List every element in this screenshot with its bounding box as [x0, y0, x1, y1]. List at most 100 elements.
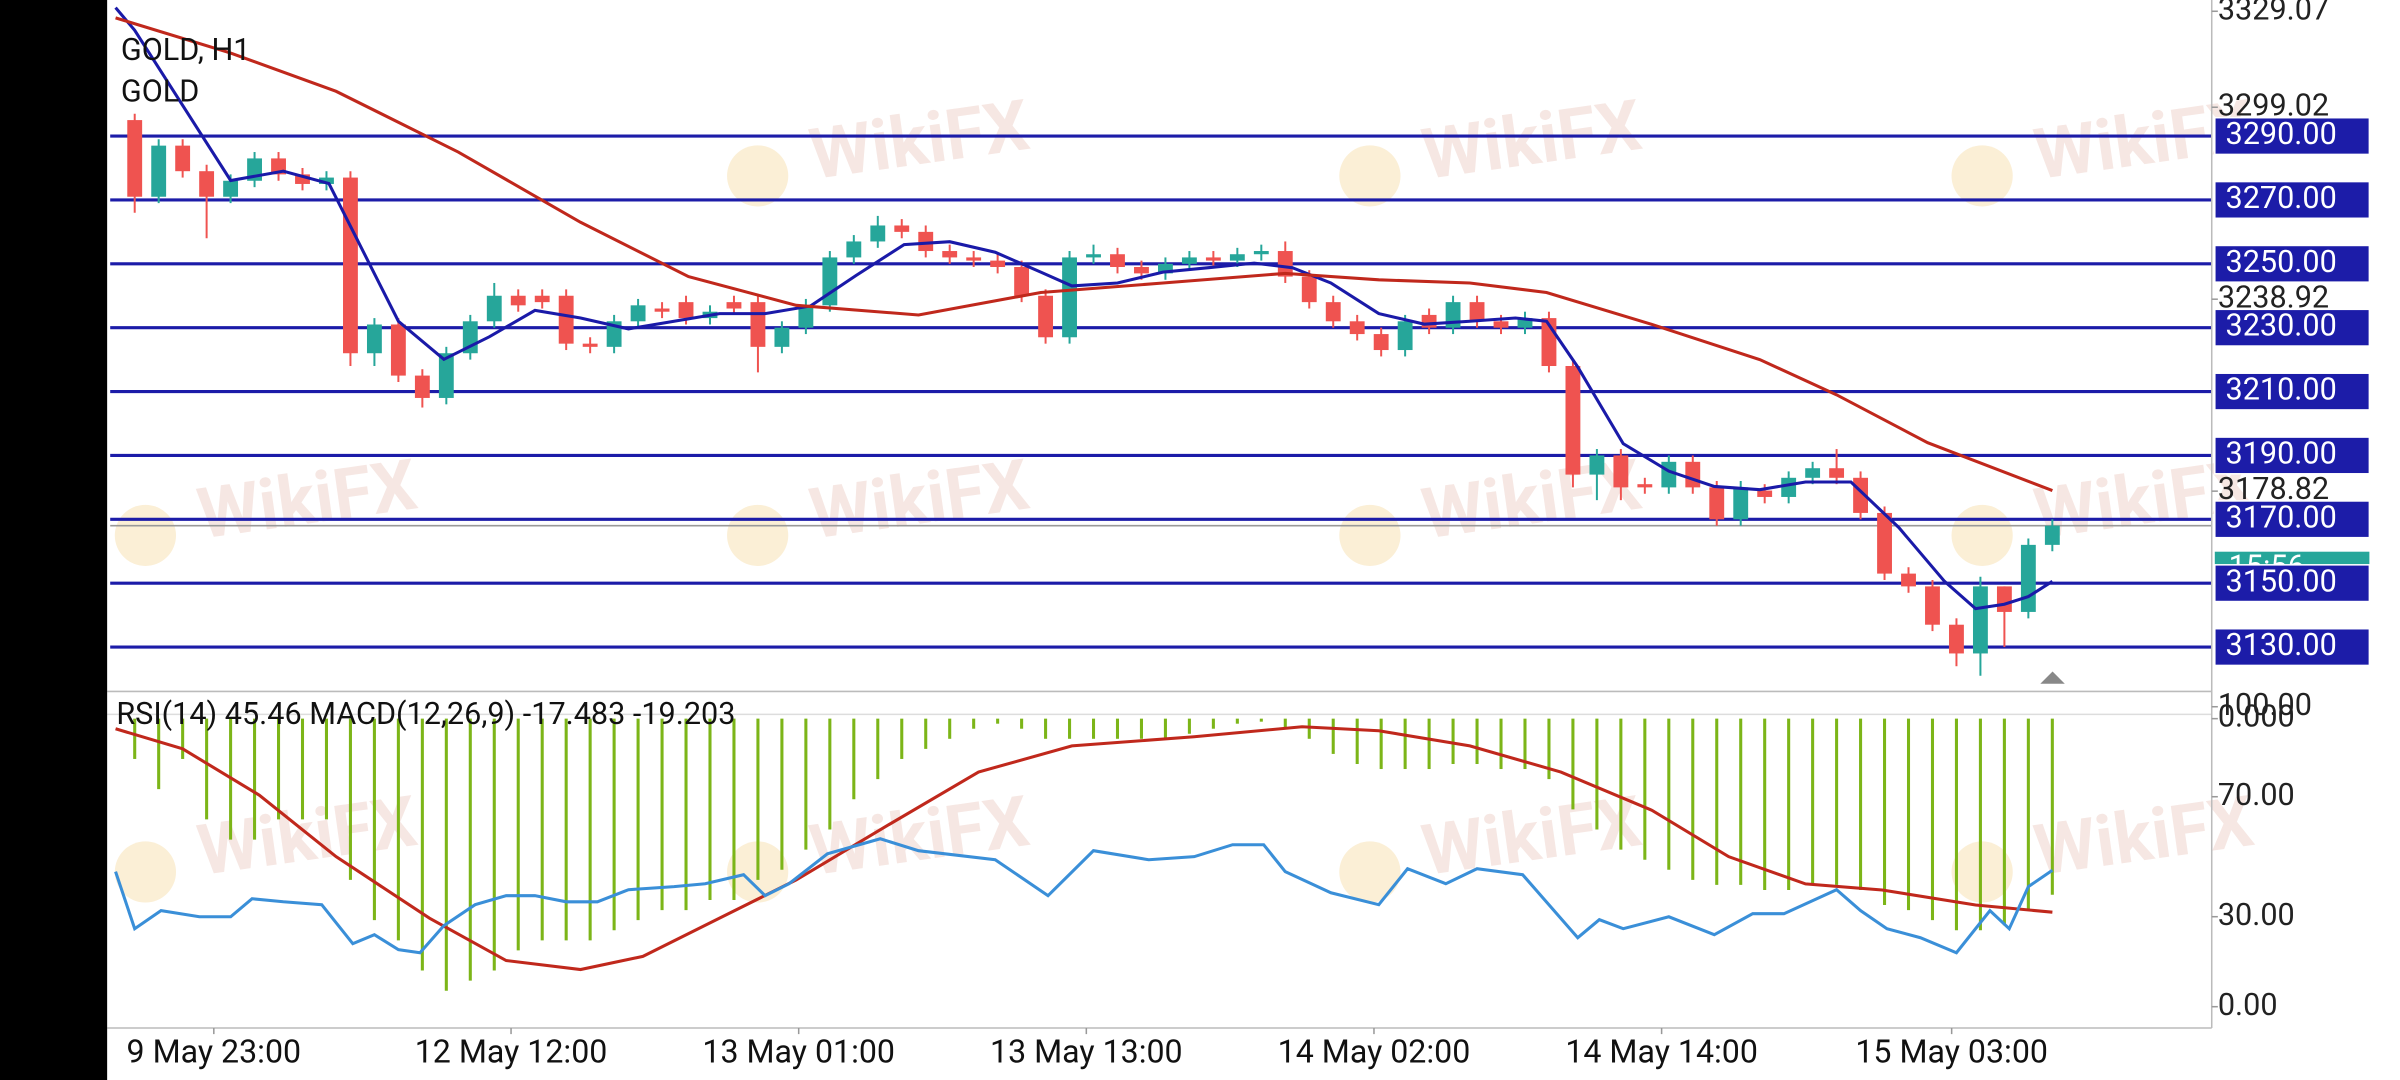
level-label: 3270.00 [2226, 181, 2337, 216]
candle-body [1086, 254, 1101, 258]
level-box [2214, 564, 2371, 603]
candle-body [1181, 257, 1197, 264]
level-box [2214, 436, 2371, 475]
rsi-line [114, 837, 2054, 955]
candle-body [1277, 251, 1293, 277]
rsi-tick-label: 100.00 [2218, 688, 2312, 723]
candle-body [726, 302, 742, 309]
candle-body [1301, 276, 1317, 303]
candle-body [343, 177, 358, 354]
moving-average [115, 16, 2053, 493]
candle-body [295, 174, 310, 184]
watermark-logo [1951, 841, 2013, 903]
x-tick-label: 13 May 13:00 [990, 1032, 1183, 1070]
candle-body [558, 295, 574, 344]
rsi-tick-label: 70.00 [2218, 778, 2295, 813]
candle-body [1253, 251, 1269, 255]
watermark-logo [1339, 841, 1401, 903]
level-label: 3290.00 [2226, 117, 2337, 152]
candle-body [127, 120, 143, 197]
candle-body [414, 375, 430, 398]
candle-body [1469, 302, 1485, 322]
level-label: 3150.00 [2226, 564, 2337, 599]
candle-body [966, 257, 982, 261]
candle-body [870, 225, 886, 242]
level-box [2214, 308, 2371, 347]
candle-body [1158, 263, 1173, 274]
candle-body [199, 171, 215, 197]
candle-body [630, 305, 646, 322]
candle-body [1637, 484, 1653, 488]
x-tick-label: 14 May 14:00 [1565, 1032, 1758, 1070]
left-bezel [0, 0, 108, 1080]
x-tick-label: 9 May 23:00 [127, 1032, 302, 1070]
y-tick-label: 3329.07 [2218, 0, 2329, 27]
watermark-logo [114, 841, 177, 903]
candle-body [438, 353, 454, 398]
axes: 3329.073299.023238.923178.8215:563290.00… [127, 0, 2371, 1070]
candle-body [1733, 487, 1749, 520]
candle-body [1781, 477, 1797, 497]
candle-body [1134, 267, 1149, 274]
candle-body [1996, 586, 2012, 612]
candle-body [175, 145, 191, 172]
candle-body [750, 302, 766, 347]
candle-body [1062, 257, 1077, 338]
candle-body [798, 305, 814, 328]
candle-body [1373, 334, 1389, 351]
candle-body [1757, 490, 1773, 497]
candle-body [1709, 487, 1725, 520]
watermark-logo [1339, 504, 1401, 567]
candle-body [223, 180, 239, 197]
candle-body [582, 343, 598, 347]
level-box [2214, 244, 2371, 283]
candle-body [1517, 318, 1533, 328]
candle-body [486, 295, 502, 322]
candle-body [366, 324, 382, 354]
level-box [2214, 627, 2371, 667]
candle-body [822, 257, 838, 306]
candle-body [846, 241, 862, 258]
candle-body [390, 324, 406, 376]
level-box [2214, 500, 2371, 539]
candle-body [918, 231, 934, 252]
x-tick-label: 15 May 03:00 [1855, 1032, 2048, 1070]
candle-body [1877, 512, 1892, 574]
level-label: 3130.00 [2226, 628, 2337, 663]
watermark-logo [1951, 504, 2013, 567]
macd-tick-label: 0.000 [2218, 700, 2295, 735]
x-tick-label: 14 May 02:00 [1278, 1032, 1471, 1070]
candle-body [1397, 321, 1413, 351]
candle-body [1565, 366, 1581, 475]
candle-body [774, 327, 790, 347]
scroll-marker [2040, 671, 2065, 684]
chart-subtitle: GOLD [121, 74, 199, 109]
candle-body [654, 308, 670, 312]
candle-body [678, 302, 694, 319]
rsi-tick-label: 30.00 [2218, 898, 2295, 933]
level-box [2214, 116, 2371, 156]
macd-signal [115, 725, 2053, 972]
level-label: 3190.00 [2226, 437, 2337, 472]
candle-body [1949, 624, 1964, 654]
rsi-tick-label: 0.00 [2218, 988, 2278, 1023]
candle-body [942, 251, 958, 258]
x-tick-label: 12 May 12:00 [415, 1032, 608, 1070]
watermark-logo [114, 504, 177, 567]
candle-body [1205, 257, 1221, 261]
chart-title: GOLD, H1 [121, 33, 251, 68]
candle-body [1685, 461, 1701, 488]
moving-average [114, 6, 2054, 611]
candle-body [1493, 321, 1509, 328]
candle-body [1110, 254, 1125, 268]
candle-body [1325, 302, 1341, 322]
candle-body [1229, 254, 1245, 261]
candle-body [1661, 461, 1677, 488]
candle-body [1014, 267, 1030, 296]
candle-body [1349, 321, 1365, 335]
level-label: 3210.00 [2226, 373, 2337, 408]
plot-area [110, 6, 2212, 991]
candle-body [534, 295, 550, 303]
x-tick-label: 13 May 01:00 [702, 1032, 895, 1070]
